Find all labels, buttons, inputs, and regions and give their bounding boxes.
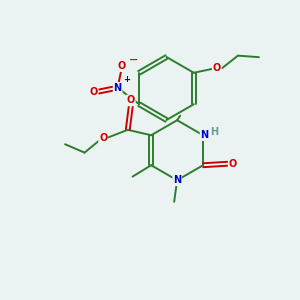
- Text: O: O: [127, 95, 135, 105]
- Text: N: N: [201, 130, 209, 140]
- Text: O: O: [99, 133, 107, 142]
- Text: N: N: [114, 83, 122, 93]
- Text: +: +: [123, 75, 130, 84]
- Text: O: O: [213, 63, 221, 73]
- Text: H: H: [211, 127, 219, 136]
- Text: N: N: [173, 175, 181, 185]
- Text: O: O: [229, 159, 237, 169]
- Text: O: O: [89, 87, 98, 97]
- Text: −: −: [129, 55, 138, 65]
- Text: O: O: [118, 61, 126, 71]
